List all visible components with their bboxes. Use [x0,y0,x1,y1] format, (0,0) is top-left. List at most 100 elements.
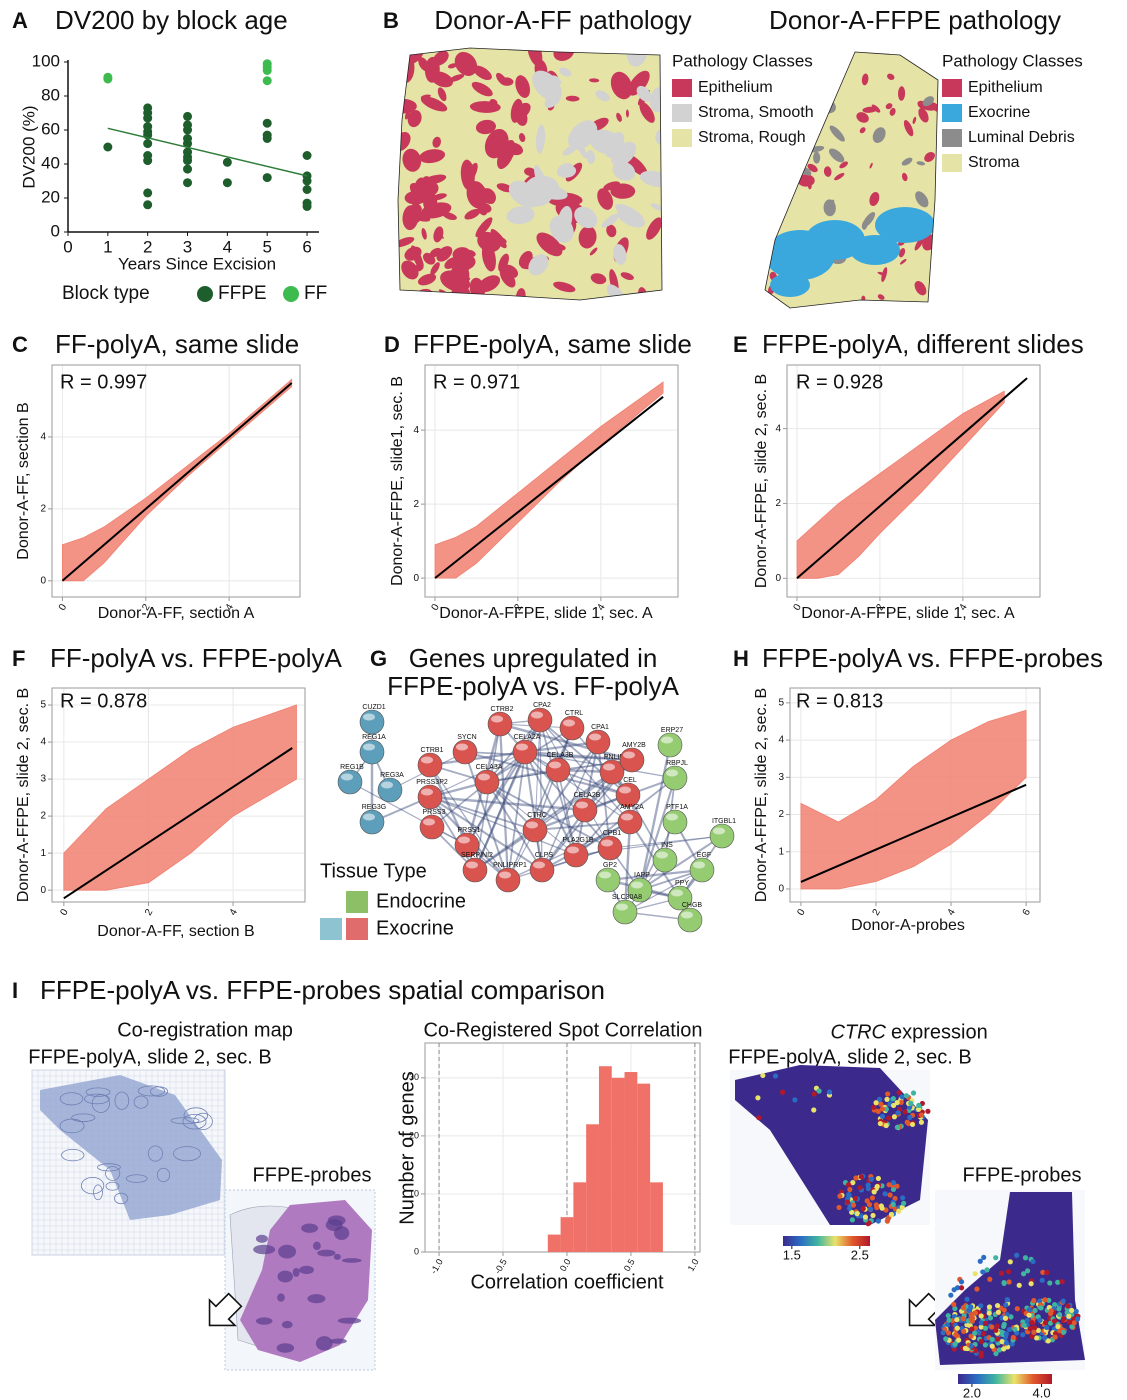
node-label: CELA3A [476,764,503,771]
expression-spot [979,1313,984,1318]
node-highlight [549,762,561,769]
point [103,143,112,152]
expression-spot [946,1318,951,1323]
node-highlight [381,782,393,789]
expression-spot [885,1219,890,1224]
legend-label: Luminal Debris [968,129,1075,146]
expression-spot [837,1194,842,1199]
expression-spot [1017,1283,1022,1288]
chart-panel: DFFPE-polyA, same slideDonor-A-FFPE, sli… [384,329,692,622]
chart-title: FFPE-polyA vs. FFPE-probes [762,643,1103,673]
node-label: ERP27 [661,727,683,734]
expression-spot [1022,1323,1027,1328]
network-node [613,900,637,924]
chart-title: FF-polyA vs. FFPE-polyA [50,643,342,673]
expression-spot [1012,1327,1017,1332]
legend-swatch [197,286,213,302]
node-label: REG1A [362,734,386,741]
legend-label: Endocrine [376,890,466,912]
node-label: CPA2 [533,702,551,709]
y-axis-label: Donor-A-FFPE, slide1, sec. B [389,376,406,586]
point [143,200,152,209]
x-axis-label: Donor-A-probes [851,917,965,934]
x-tick-label: 0 [57,602,70,613]
expression-spot [1030,1259,1035,1264]
chart-title: FF-polyA, same slide [55,329,299,359]
expression-spot [953,1342,958,1347]
legend-label: Stroma [968,154,1020,171]
node-highlight [601,840,613,847]
expression-spot [891,1202,896,1207]
expression-spot [1061,1299,1066,1304]
x-axis-label: Donor-A-FFPE, slide 1, sec. A [439,605,653,622]
fit-line [435,397,663,578]
legend-label: Stroma, Rough [698,129,806,146]
expression-spot [943,1336,948,1341]
expression-spot [874,1205,879,1210]
network-node [618,810,642,834]
y-tick-label: 1 [40,848,46,859]
annotation: R = 0.997 [60,371,147,393]
expression-spot [961,1329,966,1334]
expression-spot [983,1342,988,1347]
gene-name: CTRC [830,1021,886,1043]
x-tick-label: 1 [103,237,112,256]
bar [612,1078,625,1252]
expression-spot [846,1192,851,1197]
chart-panel: FFF-polyA vs. FFPE-polyADonor-A-FF, sect… [12,643,342,940]
chart-title: FFPE-polyA, same slide [413,329,692,359]
tissue-section [389,34,673,313]
node-label: PTF1A [666,804,688,811]
expression-spot [1029,1281,1034,1286]
y-tick-label: 4 [775,423,781,434]
chart-panel: ADV200 by block ageYears Since ExcisionD… [12,5,327,304]
node-label: PRSS1 [458,827,481,834]
trend-line [108,128,307,176]
expression-spot [978,1303,983,1308]
expression-spot [1053,1335,1058,1340]
network-node [658,733,682,757]
he-detail [277,1343,295,1352]
expression-spot [972,1310,977,1315]
he-detail [299,1266,314,1274]
expression-spot [891,1096,896,1101]
expression-spot [1065,1303,1070,1308]
node-highlight [666,814,678,821]
expression-spot [1003,1316,1008,1321]
expression-spot [897,1090,902,1095]
expression-spot [1004,1331,1009,1336]
he-detail [293,1268,300,1277]
y-tick-label: 2 [775,498,781,509]
he-detail [334,1254,341,1260]
he-detail [316,1336,333,1350]
fit-line [797,378,1027,578]
expression-spot [1020,1332,1025,1337]
y-tick-label: 0 [51,221,60,240]
he-detail [328,1215,346,1225]
node-label: CLPS [535,852,554,859]
legend-swatch [672,104,692,122]
map-title: Donor-A-FFPE pathology [769,5,1061,35]
expression-spot [896,1209,901,1214]
node-highlight [421,789,433,796]
y-axis-label: Donor-A-FFPE, slide 2, sec. B [15,688,32,902]
expression-spot [901,1201,906,1206]
node-highlight [619,787,631,794]
expression-spot [1061,1330,1066,1335]
he-detail [277,1271,292,1283]
node-label: CELA3B [547,752,574,759]
legend-title: Pathology Classes [942,51,1083,70]
expression-spot [853,1196,858,1201]
node-label: PPY [675,880,689,887]
node-label: CTRC [527,812,546,819]
node-highlight [423,819,435,826]
expression-spot [847,1187,852,1192]
x-tick-label: 4 [228,907,241,918]
x-tick-label: 2 [871,907,884,918]
expression-spot [961,1305,966,1310]
expression-spot [1025,1268,1030,1273]
node-highlight [621,814,633,821]
figure: ADV200 by block ageYears Since ExcisionD… [0,0,1127,1400]
expression-spot [1008,1259,1013,1264]
x-tick-label: 2 [143,237,152,256]
